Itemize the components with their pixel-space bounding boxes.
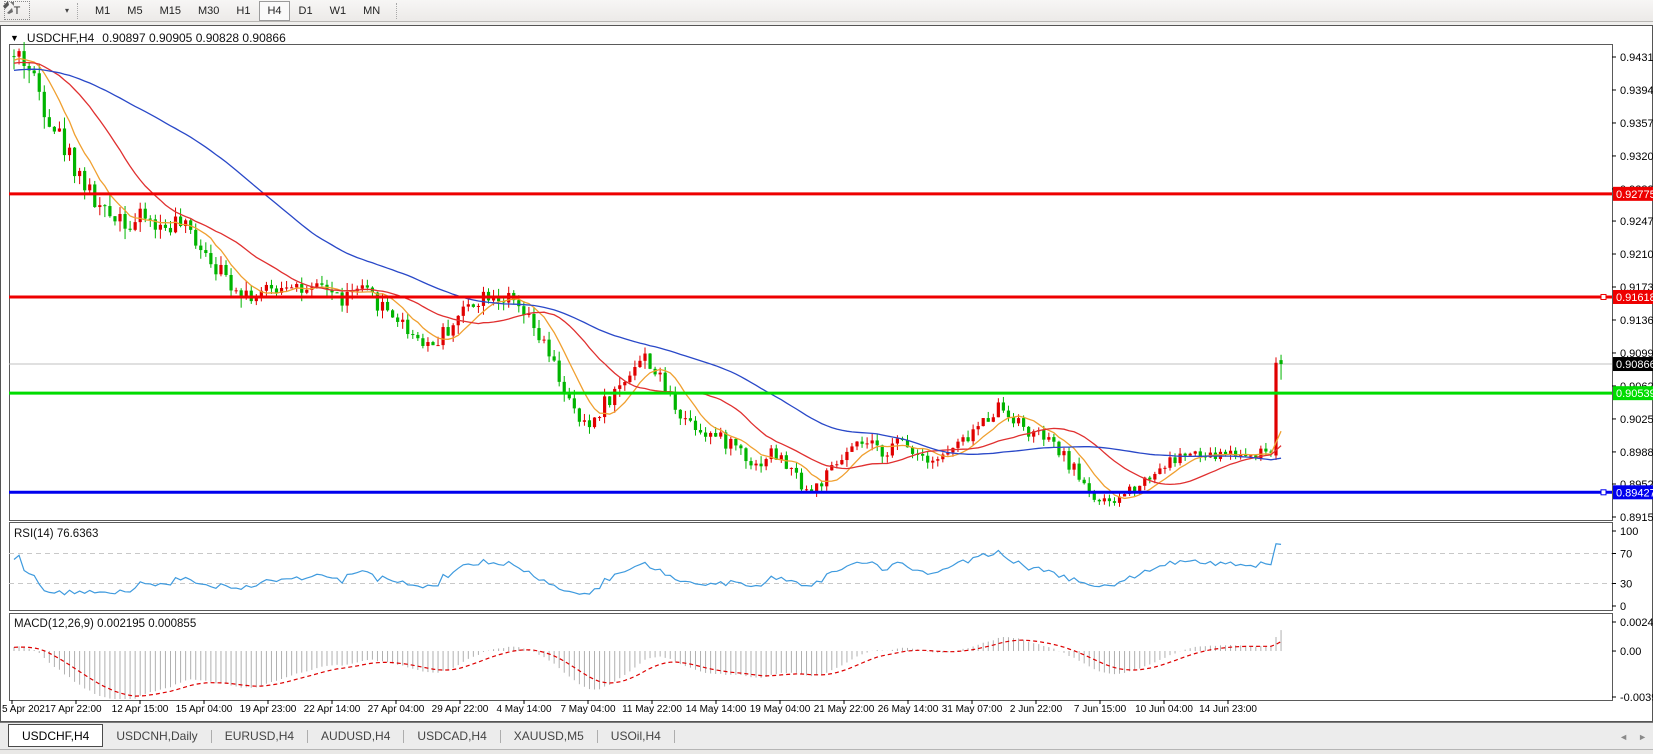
- tab-separator: [673, 730, 675, 743]
- date-tick-label: 10 Jun 04:00: [1135, 704, 1193, 715]
- tab-usoil-h4[interactable]: USOil,H4: [610, 729, 661, 743]
- timeframe-m1-button[interactable]: M1: [95, 4, 111, 17]
- tab-xauusd-m5[interactable]: XAUUSD,M5: [513, 729, 584, 743]
- pane-frames: [9, 44, 1613, 701]
- rsi-tick-label: 0: [1620, 601, 1626, 613]
- chart-symbol-label: USDCHF,H4: [26, 31, 95, 45]
- date-tick-label: 22 Apr 14:00: [304, 704, 361, 715]
- hline-price-badge: 0.90539: [1616, 388, 1653, 400]
- tab-separator: [596, 730, 598, 743]
- tab-separator: [307, 730, 309, 743]
- macd-pane: MACD(12,26,9) 0.002195 0.000855: [13, 618, 1282, 699]
- chart-ohlc-values: 0.90897 0.90905 0.90828 0.90866: [102, 31, 286, 45]
- tab-usdcad-h4[interactable]: USDCAD,H4: [417, 729, 487, 743]
- chevron-down-icon[interactable]: ▾: [65, 6, 70, 15]
- rsi-tick-label: 100: [1620, 526, 1638, 538]
- hline-price-badge: 0.89427: [1616, 487, 1653, 499]
- rsi-tick-label: 30: [1620, 579, 1632, 591]
- toolbar-separator: [77, 2, 79, 19]
- scroll-left-icon[interactable]: ◄: [1619, 732, 1629, 742]
- tabs: USDCHF,H4 USDCNH,Daily EURUSD,H4 AUDUSD,H4 U…: [8, 724, 675, 749]
- timeframe-h4-button[interactable]: H4: [259, 0, 290, 21]
- date-tick-label: 27 Apr 04:00: [368, 704, 425, 715]
- date-tick-label: 14 May 14:00: [686, 704, 747, 715]
- date-tick-label: 7 Apr 22:00: [50, 704, 102, 715]
- date-tick-label: 26 May 14:00: [878, 704, 939, 715]
- svg-text:0.90866: 0.90866: [1616, 359, 1653, 371]
- current-price-badge: [1613, 357, 1653, 372]
- tab-separator: [403, 730, 405, 743]
- scroll-right-icon[interactable]: ►: [1638, 732, 1647, 742]
- cascade-arrows-glyph: [3, 1, 14, 14]
- cascade-arrows-icon[interactable]: [3, 1, 62, 19]
- status-strip: [0, 750, 1653, 754]
- tab-eurusd-h4[interactable]: EURUSD,H4: [224, 729, 295, 743]
- fast-ma-line: [13, 57, 1282, 500]
- tab-usdchf-h4[interactable]: USDCHF,H4: [8, 724, 104, 747]
- date-tick-label: 29 Apr 22:00: [432, 704, 489, 715]
- timeframe-w1-button[interactable]: W1: [329, 4, 347, 17]
- date-tick-label: 7 Jun 15:00: [1074, 704, 1127, 715]
- hline-price-badge: 0.92775: [1616, 189, 1653, 201]
- chart-title: ▼ USDCHF,H4 0.90897 0.90905 0.90828 0.90…: [10, 31, 286, 45]
- date-tick-label: 7 May 04:00: [560, 704, 615, 715]
- price-tick-label: 0.89150: [1620, 512, 1653, 524]
- tab-separator: [499, 730, 501, 743]
- slow-ma-line: [13, 68, 1282, 461]
- toolbar-separator: [396, 2, 398, 19]
- date-tick-label: 19 May 04:00: [750, 704, 811, 715]
- date-tick-label: 21 May 22:00: [814, 704, 875, 715]
- date-tick-label: 11 May 22:00: [622, 704, 682, 715]
- time-axis[interactable]: 5 Apr 2021 7 Apr 22:00 12 Apr 15:00 15 Apr …: [2, 700, 1257, 715]
- collapse-triangle-icon[interactable]: ▼: [10, 33, 19, 43]
- tab-separator: [210, 730, 212, 743]
- mid-ma-line: [13, 61, 1282, 486]
- date-tick-label: 2 Jun 22:00: [1010, 704, 1063, 715]
- horizontal-lines[interactable]: 0.92775 0.91618 0.90539 0.89427: [9, 186, 1653, 500]
- timeframe-toolbar: T ▾ M1 M5 M15 M30 H1 H4 D1 W1 MN: [0, 0, 1653, 22]
- rsi-tick-label: 70: [1620, 549, 1632, 561]
- timeframe-m15-button[interactable]: M15: [159, 4, 181, 17]
- text-tool-button[interactable]: T: [4, 1, 30, 20]
- chart-tabbar: USDCHF,H4 USDCNH,Daily EURUSD,H4 AUDUSD,H4 U…: [0, 722, 1653, 750]
- macd-tick-label: 0.002487: [1620, 617, 1653, 629]
- date-tick-label: 15 Apr 04:00: [176, 704, 233, 715]
- tab-scroll-arrows: ◄ ►: [1619, 732, 1647, 742]
- timeframe-mn-button[interactable]: MN: [363, 4, 381, 17]
- hline-price-badge: 0.91618: [1616, 292, 1653, 304]
- rsi-label: RSI(14) 76.6363: [14, 528, 98, 540]
- date-tick-label: 14 Jun 23:00: [1199, 704, 1257, 715]
- macd-label: MACD(12,26,9) 0.002195 0.000855: [14, 618, 196, 630]
- timeframe-buttons: M1 M5 M15 M30 H1 H4 D1 W1 MN: [87, 0, 388, 21]
- macd-tick-label: 0.00: [1620, 646, 1641, 658]
- timeframe-m5-button[interactable]: M5: [127, 4, 143, 17]
- timeframe-d1-button[interactable]: D1: [298, 4, 313, 17]
- date-tick-label: 19 Apr 23:00: [240, 704, 297, 715]
- timeframe-m30-button[interactable]: M30: [197, 4, 220, 17]
- tab-audusd-h4[interactable]: AUDUSD,H4: [321, 729, 391, 743]
- date-tick-label: 12 Apr 15:00: [112, 704, 169, 715]
- rsi-pane: RSI(14) 76.6363: [9, 528, 1612, 596]
- date-tick-label: 4 May 14:00: [496, 704, 551, 715]
- date-tick-label: 31 May 07:00: [942, 704, 1003, 715]
- date-tick-label: 5 Apr 2021: [2, 704, 51, 715]
- timeframe-h1-button[interactable]: H1: [236, 4, 251, 17]
- tab-usdcnh-daily[interactable]: USDCNH,Daily: [116, 729, 198, 743]
- macd-tick-label: -0.00394: [1620, 692, 1653, 704]
